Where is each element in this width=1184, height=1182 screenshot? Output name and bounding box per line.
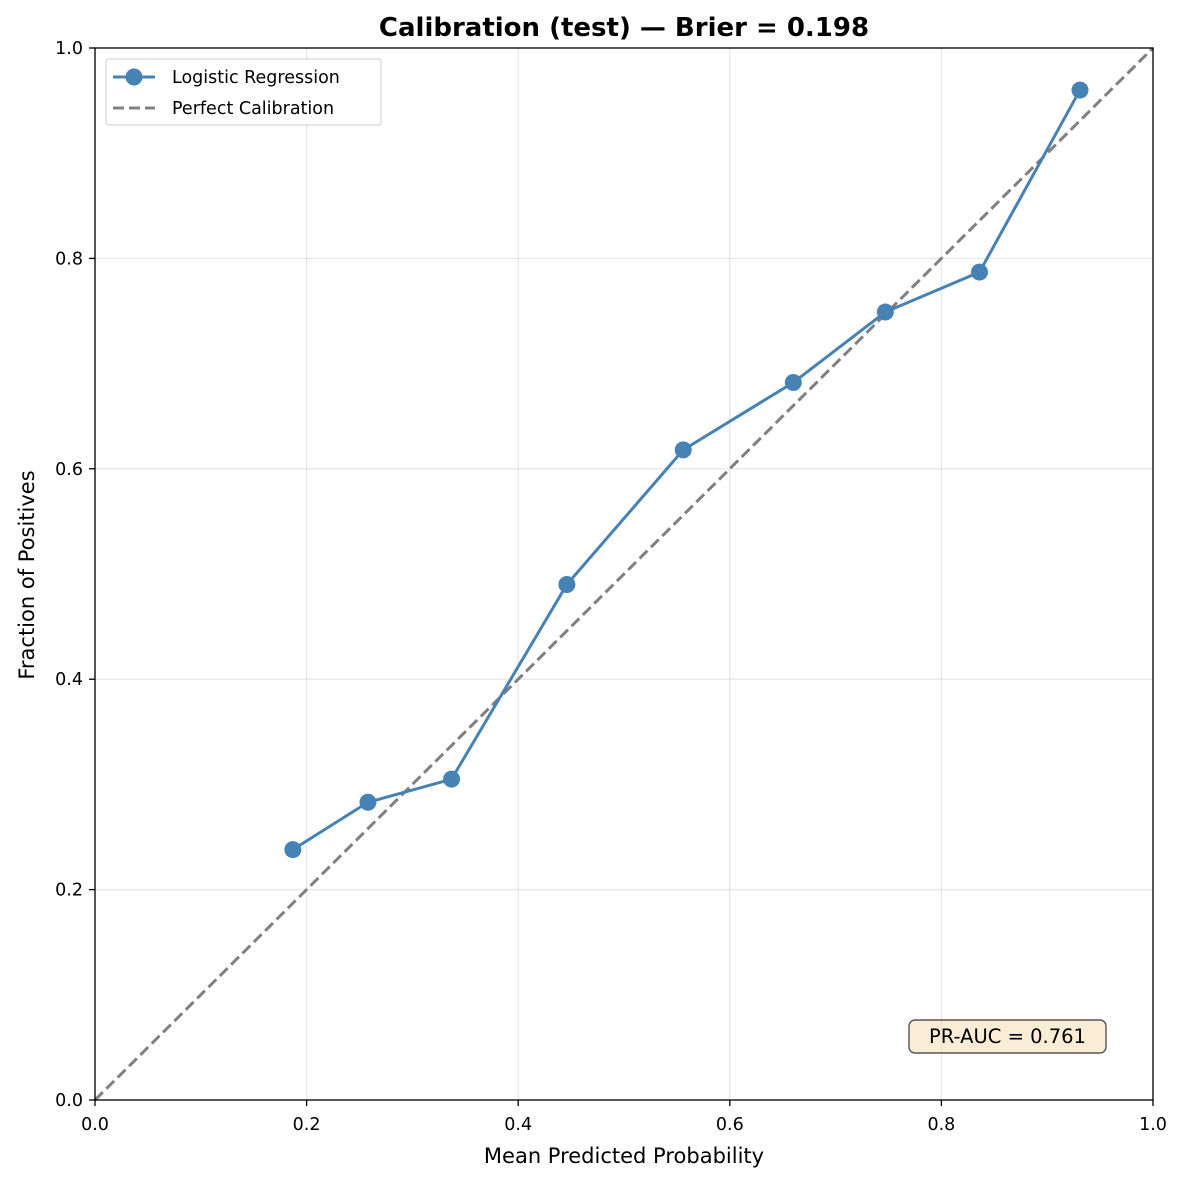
x-tick-label: 1.0 xyxy=(1139,1115,1167,1135)
x-tick-label: 0.0 xyxy=(81,1115,109,1135)
logistic-regression-point xyxy=(674,441,692,459)
x-tick-label: 0.6 xyxy=(716,1115,744,1135)
logistic-regression-point xyxy=(876,303,894,321)
logistic-regression-point xyxy=(558,576,576,594)
logistic-regression-point xyxy=(1071,81,1089,99)
y-tick-label: 0.8 xyxy=(55,249,83,269)
chart-title: Calibration (test) — Brier = 0.198 xyxy=(379,13,869,43)
axis-ticks: 0.0 0.2 0.4 0.6 0.8 1.0 0.0 0.2 0.4 0.6 0.8 1.0 xyxy=(55,39,1167,1135)
legend: Logistic Regression Perfect Calibration xyxy=(105,58,382,126)
pr-auc-annotation: PR-AUC = 0.761 xyxy=(908,1019,1107,1054)
annotation-text: PR-AUC = 0.761 xyxy=(929,1025,1086,1048)
logistic-regression-point xyxy=(784,374,802,392)
y-axis-label: Fraction of Positives xyxy=(15,470,39,679)
y-tick-label: 0.2 xyxy=(55,881,83,901)
logistic-regression-point xyxy=(284,841,302,859)
x-tick-label: 0.8 xyxy=(927,1115,955,1135)
y-tick-label: 0.0 xyxy=(55,1091,83,1111)
y-tick-label: 0.6 xyxy=(55,460,83,480)
y-tick-label: 1.0 xyxy=(55,39,83,59)
logistic-regression-point xyxy=(970,263,988,281)
legend-box xyxy=(105,58,382,126)
annotation-box xyxy=(908,1019,1107,1054)
x-axis-label: Mean Predicted Probability xyxy=(484,1144,764,1168)
legend-marker-logistic xyxy=(125,68,143,86)
x-tick-label: 0.4 xyxy=(504,1115,532,1135)
perfect-calibration-line xyxy=(93,46,1155,1102)
logistic-regression-point xyxy=(359,793,377,811)
plot-area xyxy=(93,46,1155,1102)
y-tick-label: 0.4 xyxy=(55,670,83,690)
legend-label-logistic: Logistic Regression xyxy=(172,68,340,88)
logistic-regression-point xyxy=(443,770,461,788)
x-tick-label: 0.2 xyxy=(293,1115,321,1135)
legend-label-perfect: Perfect Calibration xyxy=(172,99,334,119)
axes-frame xyxy=(94,47,1154,1101)
